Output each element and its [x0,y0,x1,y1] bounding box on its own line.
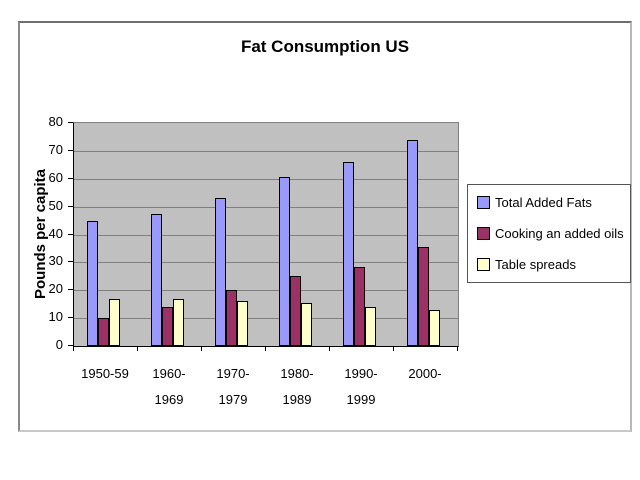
x-axis-category-label-line: 1999 [346,392,376,407]
x-axis-category-label: 2000- [392,361,458,387]
x-axis-tick [329,346,330,351]
legend: Total Added Fats Cooking an added oils Tab… [467,184,631,283]
legend-label: Cooking an added oils [495,226,624,241]
legend-item: Table spreads [477,257,630,272]
bar-cooking-an-added-oils [98,318,109,346]
y-axis-tick-label: 40 [48,226,63,241]
legend-label: Table spreads [495,257,576,272]
x-axis-category-label: 1960- 1969 [136,361,202,413]
bar-table-spreads [237,301,248,346]
y-axis-tick [68,178,73,179]
x-axis-category-label-line: 1979 [218,392,248,407]
legend-label: Total Added Fats [495,195,592,210]
y-axis-tick [68,261,73,262]
x-axis-category-label-line: 1989 [282,392,312,407]
gridline [74,235,458,236]
bar-table-spreads [109,299,120,346]
chart-title: Fat Consumption US [240,37,410,56]
x-axis-tick [137,346,138,351]
bar-total-added-fats [343,162,354,346]
x-axis-category-label-line: 1990- [344,366,378,381]
y-axis-tick-label: 60 [48,170,63,185]
y-axis-tick [68,289,73,290]
x-axis-category-label-line: 1950-59 [81,366,129,381]
x-axis-category-label: 1980- 1989 [264,361,330,413]
x-axis-category-label-line: 1980- [280,366,314,381]
y-axis-tick-label: 50 [48,198,63,213]
x-axis-category-label-line: 2000- [408,366,442,381]
legend-swatch-total-added-fats [477,196,490,209]
legend-item: Cooking an added oils [477,226,630,241]
x-axis-category-label-line: 1970- [216,366,250,381]
bar-cooking-an-added-oils [226,290,237,346]
x-axis-tick [201,346,202,351]
bar-cooking-an-added-oils [162,307,173,346]
legend-swatch-cooking-an-added-oils [477,227,490,240]
y-axis-tick-label: 10 [48,309,63,324]
legend-swatch-table-spreads [477,258,490,271]
bar-table-spreads [365,307,376,346]
y-axis-tick [68,345,73,346]
bar-cooking-an-added-oils [354,267,365,346]
y-axis-tick [68,206,73,207]
gridline [74,207,458,208]
chart-frame: Fat Consumption US Pounds per capita Tot… [18,21,632,432]
y-axis-tick [68,234,73,235]
y-axis-tick [68,150,73,151]
y-axis-tick-label: 80 [48,114,63,129]
bar-total-added-fats [87,221,98,346]
x-axis-tick [265,346,266,351]
gridline [74,290,458,291]
plot-area [73,122,459,347]
bar-table-spreads [173,299,184,346]
bar-total-added-fats [215,198,226,346]
x-axis-category-label: 1990- 1999 [328,361,394,413]
x-axis-category-label: 1950-59 [72,361,138,387]
x-axis-category-label: 1970- 1979 [200,361,266,413]
bar-total-added-fats [151,214,162,346]
x-axis-tick [73,346,74,351]
gridline [74,262,458,263]
bar-cooking-an-added-oils [290,276,301,346]
gridline [74,151,458,152]
bar-total-added-fats [279,177,290,346]
y-axis-tick-label: 70 [48,142,63,157]
y-axis-tick-label: 20 [48,281,63,296]
y-axis-tick [68,317,73,318]
legend-item: Total Added Fats [477,195,630,210]
gridline [74,318,458,319]
y-axis-tick-label: 30 [48,253,63,268]
x-axis-category-label-line: 1969 [154,392,184,407]
bar-cooking-an-added-oils [418,247,429,346]
x-axis-tick [393,346,394,351]
y-axis-tick [68,122,73,123]
bar-table-spreads [429,310,440,346]
gridline [74,179,458,180]
bar-table-spreads [301,303,312,346]
x-axis-category-label-line: 1960- [152,366,186,381]
bar-total-added-fats [407,140,418,346]
x-axis-tick [457,346,458,351]
y-axis-tick-label: 0 [55,337,63,352]
